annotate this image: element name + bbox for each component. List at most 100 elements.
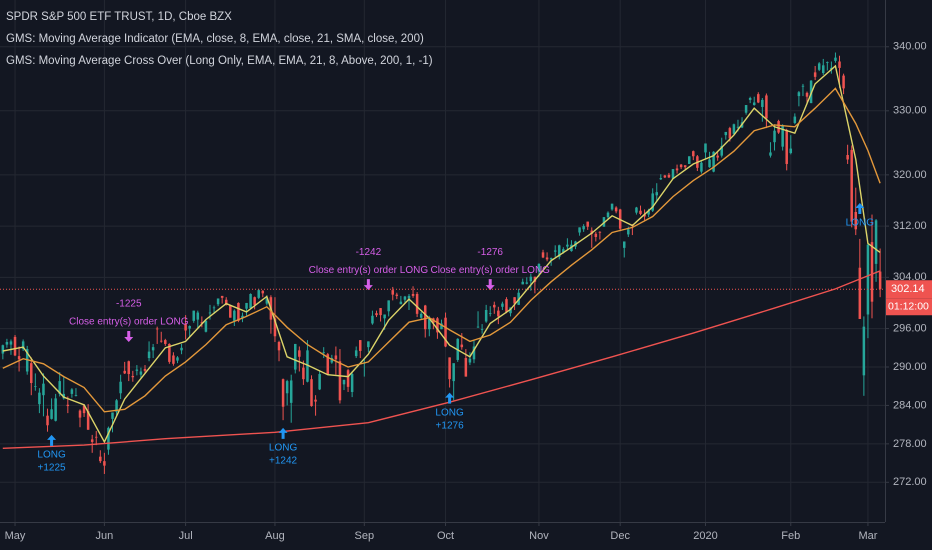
candle-body xyxy=(115,400,118,412)
plot: LONG +1225 LONG +1242 LONG +1276 LONG Close ent… xyxy=(0,52,885,474)
y-tick-label: 278.00 xyxy=(893,438,927,450)
candle-body xyxy=(237,302,240,321)
candle-body xyxy=(553,250,557,252)
candle-body xyxy=(846,154,849,160)
candle-body xyxy=(371,315,374,324)
candle-body xyxy=(488,313,492,314)
candle-body xyxy=(562,249,565,253)
candle-body xyxy=(525,282,529,284)
candle-body xyxy=(452,363,455,382)
candle-body xyxy=(261,290,265,294)
candle-body xyxy=(399,301,403,305)
y-tick-label: 296.00 xyxy=(893,322,927,334)
x-tick-label: Aug xyxy=(265,530,285,542)
y-tick-label: 290.00 xyxy=(893,361,927,373)
candle-body xyxy=(793,116,797,123)
candle-body xyxy=(834,57,837,61)
entry-label: LONG xyxy=(269,442,298,453)
candle-body xyxy=(444,317,447,347)
candle-body xyxy=(817,63,821,70)
candle-body xyxy=(513,297,516,304)
candle-body xyxy=(342,379,346,385)
candle-body xyxy=(692,151,695,157)
candle-body xyxy=(257,290,260,298)
candle-body xyxy=(139,371,143,375)
candle-body xyxy=(549,258,553,260)
candle-body xyxy=(842,75,845,89)
candle-body xyxy=(103,461,106,466)
candle-body xyxy=(224,299,228,305)
exit-label: Close entry(s) order LONG xyxy=(430,265,550,276)
axes: 272.00 278.00 284.00 290.00 296.00 304.00 312.… xyxy=(5,41,932,542)
candle-body xyxy=(294,343,297,370)
candle-body xyxy=(529,276,533,282)
candle-body xyxy=(346,370,350,387)
x-tick-label: Sep xyxy=(355,530,375,542)
candle-body xyxy=(38,392,41,405)
candle-body xyxy=(509,307,512,314)
candle-body xyxy=(484,309,488,322)
candle-body xyxy=(667,174,671,178)
candle-body xyxy=(541,252,545,258)
candle-body xyxy=(773,130,776,143)
candle-body xyxy=(838,61,841,68)
candle-body xyxy=(663,175,667,178)
entry-amount: +1242 xyxy=(269,455,298,466)
candle-body xyxy=(318,374,321,390)
candle-body xyxy=(497,310,500,317)
grid xyxy=(0,0,885,522)
candle-body xyxy=(854,212,858,230)
exit-label: Close entry(s) order LONG xyxy=(309,265,429,276)
candle-body xyxy=(204,320,208,332)
candle-body xyxy=(866,244,870,315)
candle-body xyxy=(822,65,825,74)
exit-amount: -1225 xyxy=(116,299,142,310)
candle-body xyxy=(111,412,114,419)
candle-body xyxy=(878,271,882,290)
candle-body xyxy=(647,210,650,215)
candle-body xyxy=(379,308,382,316)
candle-body xyxy=(700,162,703,172)
candle-body xyxy=(306,350,309,382)
candle-body xyxy=(208,312,212,314)
candle-body xyxy=(86,411,90,430)
candle-body xyxy=(119,381,122,394)
candle-body xyxy=(407,295,411,299)
candle-body xyxy=(155,328,159,330)
candle-body xyxy=(769,152,772,156)
indicator-legend: GMS: Moving Average Cross Over (Long Onl… xyxy=(6,55,433,67)
candle-body xyxy=(326,354,330,375)
candle-body xyxy=(480,329,484,331)
exit-amount: -1276 xyxy=(477,247,503,258)
countdown-box xyxy=(886,298,932,316)
candle-body xyxy=(168,343,171,362)
candle-body xyxy=(302,367,305,380)
candle-body xyxy=(728,128,732,139)
candle-body xyxy=(131,375,135,378)
candle-body xyxy=(708,159,711,168)
x-tick-label: Mar xyxy=(858,530,877,542)
candle-body xyxy=(785,130,788,164)
candle-body xyxy=(687,156,691,164)
candle-body xyxy=(830,67,833,70)
candle-body xyxy=(744,105,748,113)
candle-body xyxy=(277,342,281,351)
candle-body xyxy=(635,207,638,213)
candle-body xyxy=(874,220,878,264)
candle-body xyxy=(159,340,163,342)
candle-body xyxy=(127,361,131,375)
candle-body xyxy=(627,229,630,235)
moving-average-line xyxy=(2,64,881,444)
candle-body xyxy=(606,212,610,218)
candle-body xyxy=(622,241,626,248)
candle-body xyxy=(423,305,427,330)
candle-body xyxy=(233,310,236,321)
candle-body xyxy=(683,165,687,168)
candle-body xyxy=(387,300,390,312)
candle-body xyxy=(212,307,216,309)
candle-body xyxy=(151,347,155,351)
candle-body xyxy=(188,326,191,329)
candle-body xyxy=(192,310,195,321)
y-tick-label: 272.00 xyxy=(893,476,927,488)
